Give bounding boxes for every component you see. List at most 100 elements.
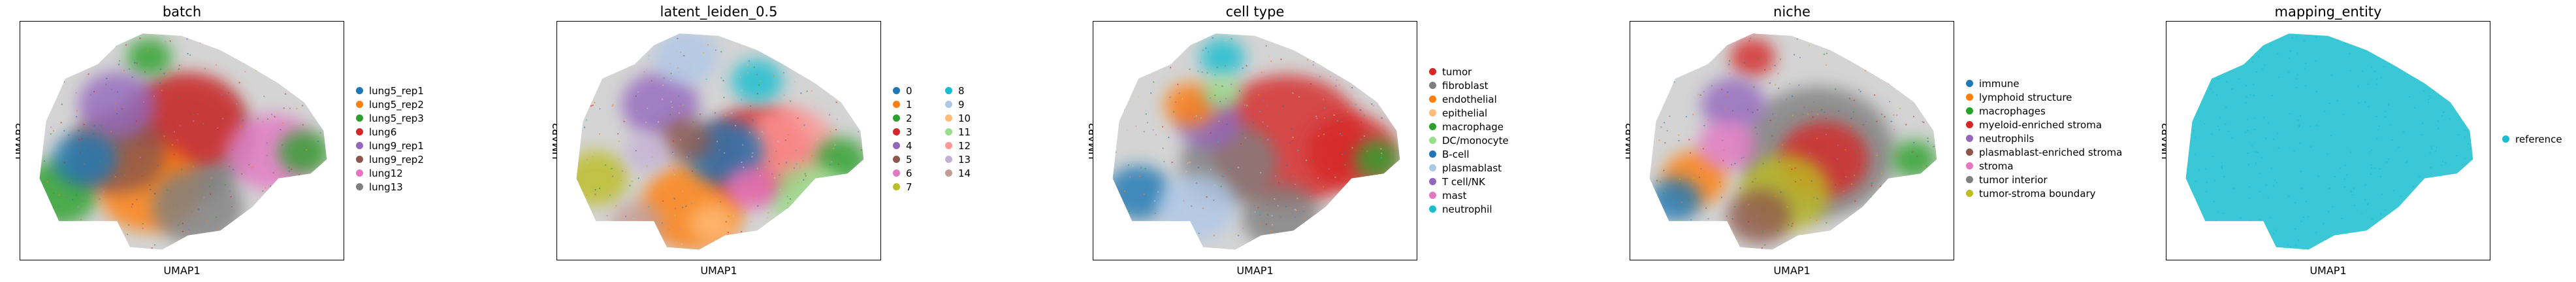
scatter-point: [114, 147, 116, 149]
scatter-point: [621, 170, 623, 172]
scatter-point: [2405, 224, 2407, 226]
scatter-point: [662, 200, 664, 202]
legend-marker: [1429, 68, 1436, 75]
scatter-point: [1145, 113, 1147, 115]
scatter-point: [134, 62, 136, 64]
scatter-point: [253, 166, 255, 167]
scatter-point: [811, 90, 813, 92]
scatter-point: [1395, 57, 1397, 59]
scatter-point: [2366, 253, 2368, 255]
scatter-point: [2257, 56, 2260, 58]
scatter-point: [1715, 41, 1717, 44]
scatter-point: [1235, 233, 1237, 235]
scatter-point: [2254, 39, 2256, 41]
scatter-point: [1376, 242, 1377, 245]
scatter-point: [1944, 67, 1946, 69]
cluster-blob: [1203, 76, 1242, 109]
cluster-blob: [1649, 177, 1701, 222]
scatter-point: [637, 91, 639, 93]
scatter-point: [300, 234, 303, 236]
scatter-point: [1302, 205, 1304, 208]
scatter-point: [1919, 217, 1921, 219]
scatter-point: [2309, 126, 2311, 128]
scatter-point: [823, 145, 825, 147]
scatter-point: [829, 131, 831, 133]
scatter-point: [2300, 220, 2302, 222]
scatter-point: [2460, 116, 2462, 119]
scatter-point: [1191, 30, 1193, 31]
scatter-point: [208, 185, 210, 188]
scatter-point: [179, 244, 181, 246]
scatter-point: [2219, 116, 2221, 119]
scatter-point: [141, 175, 144, 177]
scatter-point: [319, 162, 321, 164]
scatter-point: [298, 173, 300, 176]
scatter-point: [2277, 53, 2279, 55]
scatter-point: [2298, 126, 2300, 128]
scatter-point: [296, 107, 298, 110]
scatter-point: [129, 187, 131, 189]
scatter-point: [1912, 115, 1915, 118]
scatter-point: [92, 148, 94, 150]
scatter-point: [771, 173, 773, 175]
legend-marker: [1966, 80, 1973, 87]
scatter-point: [1150, 92, 1152, 94]
scatter-point: [792, 203, 794, 205]
scatter-point: [2351, 194, 2353, 196]
cluster-group: [576, 22, 864, 250]
scatter-point: [136, 62, 138, 64]
scatter-point: [812, 41, 814, 43]
scatter-point: [647, 22, 648, 24]
scatter-point: [593, 144, 595, 146]
scatter-point: [327, 123, 329, 124]
scatter-point: [1314, 213, 1316, 215]
scatter-point: [1174, 101, 1177, 103]
scatter-point: [2427, 101, 2430, 103]
scatter-point: [50, 225, 52, 227]
scatter-point: [1200, 62, 1202, 63]
scatter-point: [1294, 217, 1296, 219]
scatter-point: [716, 141, 718, 143]
scatter-point: [2264, 64, 2266, 66]
scatter-point: [837, 163, 839, 166]
scatter-point: [1747, 220, 1749, 223]
scatter-point: [2371, 218, 2374, 220]
scatter-point: [720, 50, 722, 53]
scatter-point: [1884, 189, 1886, 192]
scatter-point: [1689, 33, 1691, 35]
scatter-point: [1357, 238, 1359, 240]
scatter-point: [750, 240, 752, 242]
scatter-point: [81, 138, 83, 140]
scatter-point: [1703, 124, 1705, 127]
scatter-point: [323, 117, 325, 119]
scatter-point: [1259, 111, 1261, 113]
scatter-point: [2255, 151, 2257, 153]
scatter-point: [77, 206, 80, 208]
scatter-point: [1213, 234, 1216, 236]
scatter-point: [1126, 99, 1128, 101]
scatter-point: [1765, 60, 1767, 62]
scatter-point: [2255, 71, 2258, 73]
scatter-point: [635, 95, 637, 97]
scatter-point: [225, 50, 227, 53]
scatter-point: [661, 98, 664, 100]
scatter-point: [1312, 160, 1314, 163]
scatter-point: [2310, 146, 2312, 148]
scatter-point: [1951, 240, 1952, 241]
scatter-point: [1860, 61, 1862, 63]
scatter-point: [2470, 214, 2471, 216]
scatter-point: [182, 230, 184, 232]
scatter-point: [618, 69, 620, 71]
scatter-point: [310, 188, 312, 190]
scatter-point: [686, 156, 688, 158]
scatter-point: [2300, 170, 2302, 173]
scatter-point: [2429, 152, 2431, 154]
scatter-point: [274, 78, 276, 80]
scatter-point: [1687, 206, 1689, 208]
scatter-point: [592, 222, 594, 224]
scatter-point: [1826, 52, 1828, 54]
scatter-point: [726, 215, 729, 217]
scatter-point: [763, 133, 765, 135]
scatter-point: [825, 194, 827, 196]
scatter-point: [698, 137, 700, 139]
